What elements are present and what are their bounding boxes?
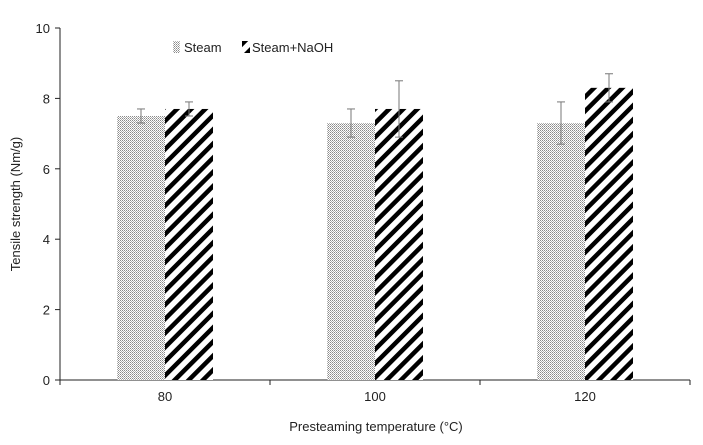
legend-swatch-steam-naoh [242,41,250,53]
bar-steam-naoh-100 [375,108,423,381]
error-bars [137,73,613,145]
legend-swatch-steam [173,41,180,53]
bar-steam-80 [117,116,165,380]
y-ticks: 0 2 4 6 8 10 [36,21,60,388]
x-tick-label: 120 [574,389,596,404]
y-tick-label: 6 [43,162,50,177]
y-tick-label: 0 [43,373,50,388]
x-axis-label: Presteaming temperature (°C) [289,419,463,434]
x-tick-label: 100 [364,389,386,404]
y-tick-label: 2 [43,303,50,318]
y-axis-label: Tensile strength (Nm/g) [8,137,23,271]
bar-steam-naoh-80 [165,108,213,381]
bar-steam-naoh-120 [585,87,633,380]
x-ticks: 80 100 120 [59,380,691,404]
bars [117,87,633,381]
legend-label-steam: Steam [184,40,222,55]
y-tick-label: 10 [36,21,50,36]
legend: Steam Steam+NaOH [173,40,333,55]
bar-steam-100 [327,123,375,380]
legend-label-steam-naoh: Steam+NaOH [252,40,333,55]
x-tick-label: 80 [158,389,172,404]
y-tick-label: 8 [43,91,50,106]
y-tick-label: 4 [43,232,50,247]
bar-steam-120 [537,123,585,380]
